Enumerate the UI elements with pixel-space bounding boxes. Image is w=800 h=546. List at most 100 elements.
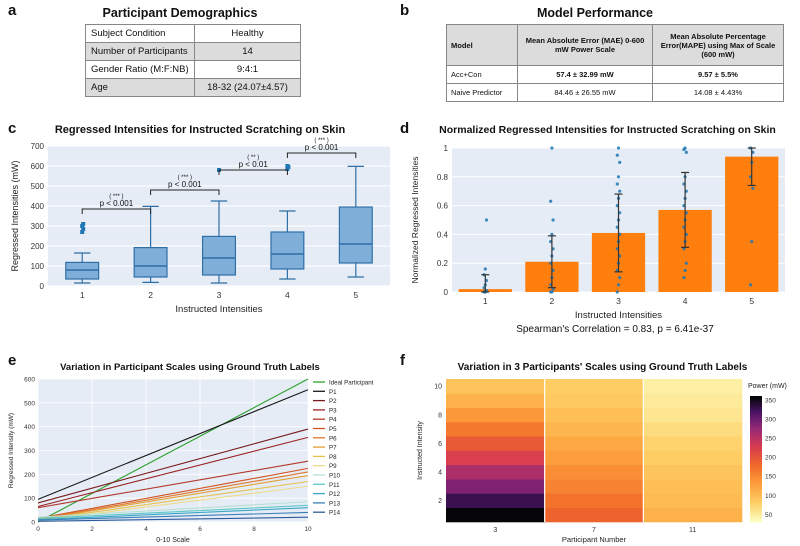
heatmap-cell xyxy=(643,493,743,508)
colorbar-segment xyxy=(750,454,762,458)
heatmap-cell xyxy=(643,393,743,408)
y-tick-label: 6 xyxy=(438,441,442,448)
demographics-title: Participant Demographics xyxy=(102,6,258,20)
table-cell: 57.4 ± 32.99 mW xyxy=(517,65,653,84)
colorbar-segment xyxy=(750,465,762,468)
colorbar-segment xyxy=(750,477,762,481)
colorbar-segment xyxy=(750,406,762,409)
heatmap-cell xyxy=(544,450,644,466)
colorbar-segment xyxy=(750,459,762,462)
significance-bracket xyxy=(218,169,288,175)
x-tick-label: 1 xyxy=(80,290,85,300)
colorbar-segment xyxy=(750,456,762,460)
y-axis-label: Regressed Intensity (mW) xyxy=(8,413,15,488)
data-point xyxy=(551,218,555,222)
heatmap-cell xyxy=(544,379,644,394)
table-cell: Age xyxy=(85,78,195,97)
heatmap-cell xyxy=(544,436,644,451)
colorbar-segment xyxy=(750,507,762,510)
heatmap-cell xyxy=(446,464,545,480)
legend-label: P13 xyxy=(329,500,341,507)
colorbar-tick-label: 350 xyxy=(765,397,776,404)
panel-letter-a: a xyxy=(8,2,17,19)
y-tick-label: 400 xyxy=(24,424,35,431)
x-tick-label: 8 xyxy=(252,526,256,533)
heatmap-cell xyxy=(544,393,644,408)
significance-label: p < 0.01 xyxy=(239,160,269,169)
significance-bracket xyxy=(81,208,152,214)
heatmap-cell xyxy=(446,479,545,494)
x-axis-label: Participant Number xyxy=(562,535,627,544)
colorbar-title: Power (mW) xyxy=(748,383,787,390)
series-line xyxy=(37,511,309,521)
colorbar-segment xyxy=(750,433,762,437)
significance-label: p < 0.001 xyxy=(100,199,134,208)
colorbar-segment xyxy=(750,442,762,445)
heatmap-cell xyxy=(544,421,644,437)
y-tick-label: 600 xyxy=(24,377,35,384)
legend-label: P4 xyxy=(329,417,337,424)
colorbar-segment xyxy=(750,408,762,412)
significance-stars: ( *** ) xyxy=(109,194,123,200)
data-point xyxy=(616,283,621,287)
colorbar-segment xyxy=(750,488,762,491)
x-tick-label: 5 xyxy=(749,296,754,306)
data-point xyxy=(550,146,554,150)
x-tick-label: 6 xyxy=(198,526,202,533)
table-row: Acc+Con 57.4 ± 32.99 mW 9.57 ± 5.5% xyxy=(446,65,784,84)
x-tick-label: 2 xyxy=(90,526,94,533)
legend-label: P11 xyxy=(329,482,340,489)
chart-e-linechart: 0 100 200 300 400 500 600 0 2 4 6 8 10 Ideal Particip… xyxy=(8,377,374,545)
y-tick-label: 0.2 xyxy=(437,259,449,268)
data-point xyxy=(684,261,688,265)
y-tick-label: 400 xyxy=(31,202,45,211)
colorbar-segment xyxy=(750,503,762,506)
legend-label: P5 xyxy=(329,426,337,433)
data-point xyxy=(484,218,489,222)
colorbar-segment xyxy=(750,412,762,416)
significance-label: p < 0.001 xyxy=(168,180,202,189)
legend-label: P1 xyxy=(329,389,337,396)
data-point xyxy=(551,287,555,291)
data-point xyxy=(751,186,755,190)
colorbar-segment xyxy=(750,494,762,498)
colorbar-segment xyxy=(750,511,762,514)
performance-table: Model Mean Absolute Error (MAE) 0-600 mW… xyxy=(446,24,784,102)
series-line xyxy=(37,480,309,521)
table-cell: 84.46 ± 26.55 mW xyxy=(517,83,653,102)
header-cell: Mean Absolute Percentage Error(MAPE) usi… xyxy=(652,24,784,66)
colorbar-segment xyxy=(750,482,762,485)
colorbar-segment xyxy=(750,515,762,519)
data-point xyxy=(483,267,487,271)
data-point xyxy=(616,146,621,150)
x-axis-label: Instructed Intensities xyxy=(175,304,262,315)
series-line xyxy=(37,378,309,523)
series-line xyxy=(37,436,309,508)
x-tick-label: 3 xyxy=(616,296,621,306)
heatmap-cell xyxy=(446,379,545,394)
significance-stars: ( *** ) xyxy=(178,175,192,181)
table-cell: 9:4:1 xyxy=(194,60,301,79)
heatmap-cell xyxy=(446,507,545,523)
panel-letter-c: c xyxy=(8,120,17,137)
colorbar-segment xyxy=(750,505,762,508)
data-point xyxy=(750,240,754,244)
heatmap-cell xyxy=(446,450,545,466)
colorbar-segment xyxy=(750,517,762,521)
significance-bracket xyxy=(150,189,220,195)
spearman-annotation: Spearman's Correlation = 0.83, p = 6.41e… xyxy=(516,324,714,335)
panel-letter-f: f xyxy=(400,352,405,369)
panel-letter-e: e xyxy=(8,352,17,369)
colorbar-segment xyxy=(750,414,762,418)
heatmap-cell xyxy=(446,493,545,508)
x-tick-label: 4 xyxy=(144,526,148,533)
y-axis-label: Regressed Intensities (mW) xyxy=(10,160,20,271)
series-line xyxy=(37,467,309,519)
colorbar-segment xyxy=(750,404,762,407)
series-line xyxy=(37,507,309,521)
heatmap-cell xyxy=(643,407,743,423)
colorbar-segment xyxy=(750,480,762,483)
legend-label: P6 xyxy=(329,435,337,442)
header-cell: Mean Absolute Error (MAE) 0-600 mW Power… xyxy=(517,24,653,66)
data-point xyxy=(615,153,619,157)
